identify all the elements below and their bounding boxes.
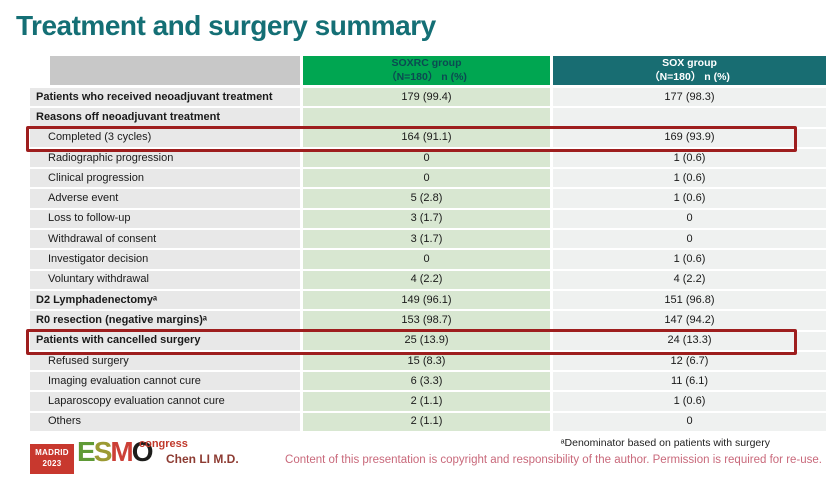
soxrc-value: [303, 108, 550, 129]
header-sox-group: SOX group （N=180） n (%): [553, 56, 826, 85]
table-row: D2 Lymphadenectomyᵃ 149 (96.1) 151 (96.8…: [30, 290, 826, 312]
table-header: SOXRC group （N=180） n (%) SOX group （N=1…: [30, 56, 826, 85]
sox-value: 11 (6.1): [553, 372, 826, 393]
sox-value: 1 (0.6): [553, 250, 826, 271]
soxrc-value: 15 (8.3): [303, 351, 550, 373]
badge-location: MADRID: [35, 448, 69, 458]
header-soxrc-group: SOXRC group （N=180） n (%): [303, 56, 550, 85]
table-row: Patients with cancelled surgery 25 (13.9…: [30, 331, 826, 352]
table-row: Completed (3 cycles) 164 (91.1) 169 (93.…: [30, 128, 826, 149]
soxrc-value: 0: [303, 169, 550, 190]
header-line: （N=180） n (%): [386, 70, 467, 83]
row-label: Completed (3 cycles): [30, 128, 300, 149]
table-row: Radiographic progression 0 1 (0.6): [30, 148, 826, 170]
sox-value: 0: [553, 209, 826, 231]
table-row: Patients who received neoadjuvant treatm…: [30, 88, 826, 109]
row-label: Imaging evaluation cannot cure: [30, 372, 300, 393]
esmo-logo: ESMO: [77, 436, 154, 467]
soxrc-value: 0: [303, 148, 550, 170]
sox-value: 0: [553, 230, 826, 251]
soxrc-value: 4 (2.2): [303, 270, 550, 291]
sox-value: 12 (6.7): [553, 351, 826, 373]
table-row: Withdrawal of consent 3 (1.7) 0: [30, 230, 826, 251]
sox-value: 0: [553, 412, 826, 434]
table-footnote: ᵃDenominator based on patients with surg…: [560, 437, 770, 449]
row-label: Reasons off neoadjuvant treatment: [30, 108, 300, 129]
soxrc-value: 25 (13.9): [303, 331, 550, 352]
header-line: SOXRC group: [391, 56, 462, 69]
presenter-name: Chen LI M.D.: [166, 452, 239, 466]
row-label: Adverse event: [30, 189, 300, 210]
esmo-letter: E: [77, 436, 96, 467]
row-label: Patients with cancelled surgery: [30, 331, 300, 352]
soxrc-value: 5 (2.8): [303, 189, 550, 210]
table-row: Adverse event 5 (2.8) 1 (0.6): [30, 189, 826, 210]
table-row: Laparoscopy evaluation cannot cure 2 (1.…: [30, 392, 826, 413]
sox-value: 24 (13.3): [553, 331, 826, 352]
sox-value: [553, 108, 826, 129]
header-line: SOX group: [662, 56, 717, 69]
table-body: Patients who received neoadjuvant treatm…: [30, 88, 826, 434]
row-label: Investigator decision: [30, 250, 300, 271]
row-label: Others: [30, 412, 300, 434]
table-row: Reasons off neoadjuvant treatment: [30, 108, 826, 129]
header-empty-cell: [50, 56, 300, 85]
table-row: Voluntary withdrawal 4 (2.2) 4 (2.2): [30, 270, 826, 291]
sox-value: 151 (96.8): [553, 290, 826, 312]
sox-value: 1 (0.6): [553, 148, 826, 170]
madrid-2023-badge: MADRID 2023: [30, 444, 74, 474]
row-label: Withdrawal of consent: [30, 230, 300, 251]
soxrc-value: 149 (96.1): [303, 290, 550, 312]
row-label: Voluntary withdrawal: [30, 270, 300, 291]
table-row: Investigator decision 0 1 (0.6): [30, 250, 826, 271]
sox-value: 4 (2.2): [553, 270, 826, 291]
sox-value: 1 (0.6): [553, 392, 826, 413]
table-row: R0 resection (negative margins)ᵃ 153 (98…: [30, 311, 826, 332]
table-row: Refused surgery 15 (8.3) 12 (6.7): [30, 351, 826, 373]
header-line: （N=180） n (%): [649, 70, 730, 83]
row-label: Patients who received neoadjuvant treatm…: [30, 88, 300, 109]
badge-year: 2023: [42, 459, 62, 468]
soxrc-value: 3 (1.7): [303, 209, 550, 231]
esmo-letter: M: [110, 436, 133, 467]
sox-value: 1 (0.6): [553, 169, 826, 190]
row-label: Clinical progression: [30, 169, 300, 190]
summary-table: SOXRC group （N=180） n (%) SOX group （N=1…: [26, 56, 826, 434]
sox-value: 1 (0.6): [553, 189, 826, 210]
slide-title: Treatment and surgery summary: [16, 10, 436, 41]
soxrc-value: 2 (1.1): [303, 392, 550, 413]
soxrc-value: 3 (1.7): [303, 230, 550, 251]
sox-value: 169 (93.9): [553, 128, 826, 149]
sox-value: 177 (98.3): [553, 88, 826, 109]
row-label: Laparoscopy evaluation cannot cure: [30, 392, 300, 413]
soxrc-value: 2 (1.1): [303, 412, 550, 434]
table-row: Loss to follow-up 3 (1.7) 0: [30, 209, 826, 231]
congress-label: congress: [139, 438, 188, 450]
row-label: Loss to follow-up: [30, 209, 300, 231]
copyright-notice: Content of this presentation is copyrigh…: [285, 454, 822, 466]
soxrc-value: 6 (3.3): [303, 372, 550, 393]
row-label: Refused surgery: [30, 351, 300, 373]
table-row: Imaging evaluation cannot cure 6 (3.3) 1…: [30, 372, 826, 393]
esmo-letter: O: [131, 436, 154, 467]
soxrc-value: 179 (99.4): [303, 88, 550, 109]
soxrc-value: 153 (98.7): [303, 311, 550, 332]
soxrc-value: 0: [303, 250, 550, 271]
sox-value: 147 (94.2): [553, 311, 826, 332]
row-label: Radiographic progression: [30, 148, 300, 170]
esmo-letter: S: [93, 436, 113, 467]
row-label: D2 Lymphadenectomyᵃ: [30, 290, 300, 312]
soxrc-value: 164 (91.1): [303, 128, 550, 149]
row-label: R0 resection (negative margins)ᵃ: [30, 311, 300, 332]
table-row: Others 2 (1.1) 0: [30, 412, 826, 434]
table-row: Clinical progression 0 1 (0.6): [30, 169, 826, 190]
